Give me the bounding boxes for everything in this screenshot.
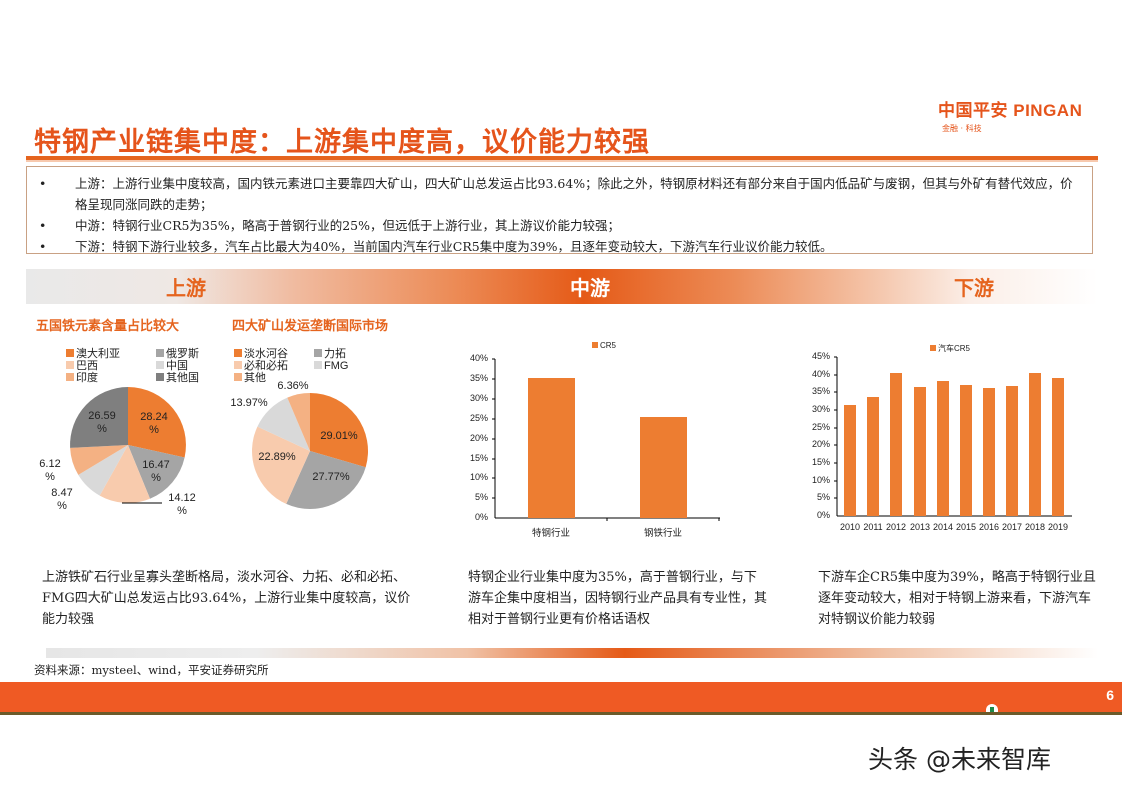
supply-chain-band: 上游 中游 下游 (26, 269, 1098, 304)
x-label: 2012 (885, 522, 907, 532)
bar1-svg (492, 358, 720, 521)
pie2-value-other: 6.36% (277, 380, 309, 392)
pie2-value-bhp: 22.89% (258, 451, 296, 463)
midstream-paragraph: 特钢企业行业集中度为35%，高于普钢行业，与下游车企集中度相当，因特钢行业产品具… (468, 570, 768, 627)
legend-label: 力拓 (324, 348, 346, 360)
band-downstream: 下游 (954, 276, 994, 300)
summary-text: 下游：特钢下游行业较多，汽车占比最大为40%，当前国内汽车行业CR5集中度为39… (75, 239, 833, 254)
legend-label: 印度 (76, 372, 98, 384)
summary-item-upstream: • 上游：上游行业集中度较高，国内铁元素进口主要靠四大矿山，四大矿山总发运占比93… (39, 173, 1082, 215)
y-tick: 25% (469, 413, 488, 423)
summary-item-midstream: • 中游：特钢行业CR5为35%，略高于普钢行业的25%，但远低于上游行业，其上游… (39, 215, 1082, 236)
x-label: 2018 (1024, 522, 1046, 532)
logo-tagline: 金融 · 科技 (942, 124, 982, 133)
downstream-paragraph: 下游车企CR5集中度为39%，略高于特钢行业且逐年变动较大，相对于特钢上游来看，… (818, 570, 1096, 627)
pie-chart-iron-content: 澳大利亚 俄罗斯 巴西 中国 印度 其他国 28.24% 16.47% 14.1… (30, 340, 230, 525)
x-label: 2011 (863, 522, 883, 532)
legend-label: 其他国 (166, 372, 199, 384)
tree-logo-icon (986, 704, 998, 712)
pie1-value-russia: 16.47% (142, 459, 170, 484)
summary-box: • 上游：上游行业集中度较高，国内铁元素进口主要靠四大矿山，四大矿山总发运占比93… (26, 166, 1093, 254)
band-midstream: 中游 (570, 276, 610, 300)
upstream-paragraph: 上游铁矿石行业呈寡头垄断格局，淡水河谷、力拓、必和必拓、FMG四大矿山总发运占比… (42, 570, 411, 627)
summary-item-downstream: • 下游：特钢下游行业较多，汽车占比最大为40%，当前国内汽车行业CR5集中度为3… (39, 236, 1082, 257)
x-label: 2017 (1001, 522, 1023, 532)
pie2-heading: 四大矿山发运垄断国际市场 (232, 319, 389, 334)
band-upstream: 上游 (166, 276, 206, 300)
bar1-legend: CR5 (592, 340, 616, 352)
legend-label: FMG (324, 360, 349, 372)
pie1-heading: 五国铁元素含量占比较大 (36, 319, 180, 334)
logo-en-text: PINGAN (1013, 101, 1083, 120)
y-tick: 45% (811, 351, 830, 361)
y-tick: 15% (469, 453, 488, 463)
pie2-value-riotinto: 27.77% (312, 471, 350, 483)
legend-label: 中国 (166, 360, 188, 372)
legend-label: 澳大利亚 (76, 348, 120, 360)
x-label: 2019 (1047, 522, 1069, 532)
bar2-svg (834, 356, 1072, 517)
pie1-value-brazil: 14.12% (168, 492, 196, 517)
y-tick: 30% (811, 404, 830, 414)
y-tick: 40% (811, 369, 830, 379)
y-tick: 35% (811, 386, 830, 396)
y-tick: 10% (469, 472, 488, 482)
legend-label: 其他 (244, 372, 266, 384)
y-tick: 35% (469, 373, 488, 383)
x-label: 2014 (932, 522, 954, 532)
pie2-value-fmg: 13.97% (230, 397, 268, 409)
y-tick: 0% (816, 510, 830, 520)
pie2-value-vale: 29.01% (320, 430, 358, 442)
pie1-value-australia: 28.24% (140, 411, 168, 436)
x-label: 2015 (955, 522, 977, 532)
page-title: 特钢产业链集中度：上游集中度高，议价能力较强 (34, 127, 650, 158)
legend-label: 俄罗斯 (166, 348, 199, 360)
x-label: 特钢行业 (531, 528, 570, 539)
title-divider (26, 156, 1098, 160)
y-tick: 15% (811, 457, 830, 467)
x-label: 2016 (978, 522, 1000, 532)
y-tick: 0% (474, 512, 488, 522)
y-tick: 5% (816, 492, 830, 502)
legend-label: 淡水河谷 (244, 348, 288, 360)
bullet-icon: • (39, 176, 47, 191)
y-tick: 10% (811, 475, 830, 485)
source-note: 资料来源：mysteel、wind，平安证券研究所 (34, 663, 269, 677)
page-number: 6 (1106, 687, 1114, 703)
x-label: 2010 (839, 522, 861, 532)
y-tick: 25% (811, 422, 830, 432)
pie1-value-china: 8.47% (51, 487, 73, 512)
y-tick: 5% (474, 492, 488, 502)
pie-chart-four-miners: 淡水河谷 力拓 必和必拓 FMG 其他 29.01% 27.77% 22.89%… (222, 340, 392, 525)
logo-cn-text: 中国平安 (938, 101, 1008, 120)
summary-text: 上游：上游行业集中度较高，国内铁元素进口主要靠四大矿山，四大矿山总发运占比93.… (75, 176, 1073, 212)
legend-label: 汽车CR5 (938, 344, 971, 353)
y-tick: 20% (811, 439, 830, 449)
y-tick: 20% (469, 433, 488, 443)
bar-chart-steel-cr5: CR5 40% 35% 30% 25% 20% 15% 10% 5% 0% 特钢… (440, 335, 730, 545)
legend-label: 巴西 (76, 360, 98, 372)
summary-text: 中游：特钢行业CR5为35%，略高于普钢行业的25%，但远低于上游行业，其上游议… (75, 218, 620, 233)
legend-label: CR5 (600, 341, 617, 350)
pie1-value-other: 26.59% (88, 410, 116, 435)
footer-gradient-band (46, 648, 1098, 658)
watermark: 头条 @未来智库 (868, 745, 1051, 774)
title-divider-shadow (26, 160, 1098, 162)
y-tick: 30% (469, 393, 488, 403)
pingan-logo: 中国平安 PINGAN 金融 · 科技 (938, 96, 1110, 134)
pie2-svg (252, 392, 369, 510)
bullet-icon: • (39, 218, 47, 233)
bottom-bar: 6 (0, 682, 1122, 715)
x-label: 钢铁行业 (643, 528, 682, 539)
y-tick: 40% (469, 353, 488, 363)
x-label: 2013 (909, 522, 931, 532)
bar2-legend: 汽车CR5 (930, 343, 970, 355)
bar-chart-auto-cr5: 汽车CR5 45% 40% 35% 30% 25% 20% 15% 10% 5%… (800, 335, 1080, 540)
pie1-svg (70, 387, 186, 504)
legend-label: 必和必拓 (244, 360, 288, 372)
pie1-value-india: 6.12% (39, 458, 61, 483)
bullet-icon: • (39, 239, 47, 254)
